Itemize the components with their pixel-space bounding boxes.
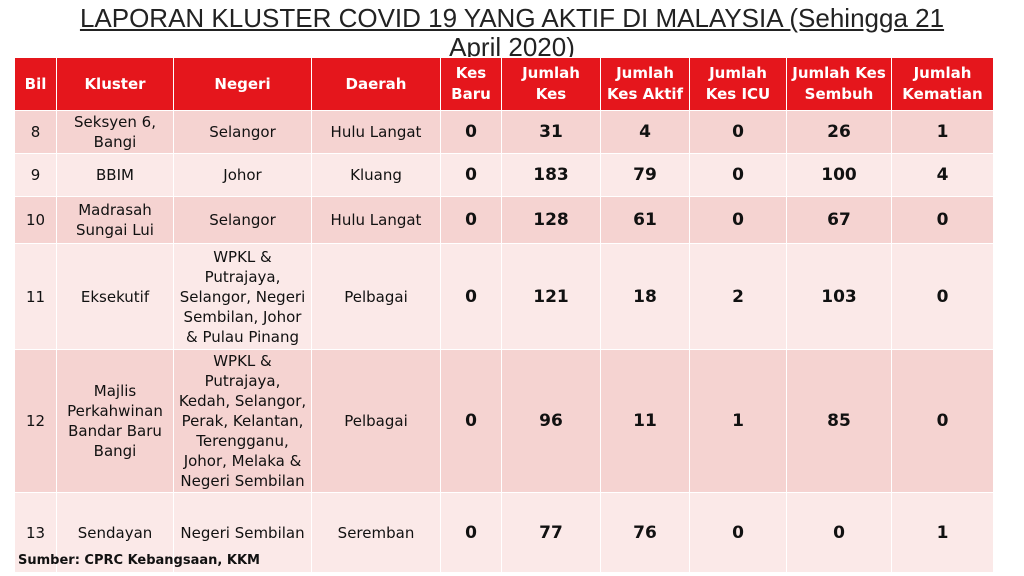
table-row: 8 Seksyen 6, Bangi Selangor Hulu Langat 0 31 4… xyxy=(14,110,994,154)
table-cell: Negeri Sembilan xyxy=(173,492,312,573)
table-cell: 61 xyxy=(600,196,690,244)
table-cell: 18 xyxy=(600,243,690,350)
table-row: 12 Majlis Perkahwinan Bandar Baru Bangi WP… xyxy=(14,349,994,493)
table-cell: Majlis Perkahwinan Bandar Baru Bangi xyxy=(56,349,174,493)
table-cell: Hulu Langat xyxy=(311,110,441,154)
column-header: Jumlah Kes Aktif xyxy=(600,57,690,111)
table-cell: 11 xyxy=(14,243,57,350)
table-cell: Hulu Langat xyxy=(311,196,441,244)
table-cell: 0 xyxy=(440,110,502,154)
source-note: Sumber: CPRC Kebangsaan, KKM xyxy=(18,553,260,568)
table-cell: Johor xyxy=(173,153,312,197)
table-cell: 103 xyxy=(786,243,892,350)
table-cell: 13 xyxy=(14,492,57,573)
table-cell: 31 xyxy=(501,110,601,154)
table-cell: 0 xyxy=(440,349,502,493)
table-cell: 1 xyxy=(891,492,994,573)
table-cell: Selangor xyxy=(173,196,312,244)
table-cell: WPKL & Putrajaya, Selangor, Negeri Sembi… xyxy=(173,243,312,350)
table-cell: WPKL & Putrajaya, Kedah, Selangor, Perak… xyxy=(173,349,312,493)
table-cell: 0 xyxy=(689,492,787,573)
report-title: LAPORAN KLUSTER COVID 19 YANG AKTIF DI M… xyxy=(79,3,945,62)
table-cell: 1 xyxy=(891,110,994,154)
table-cell: 0 xyxy=(440,492,502,573)
table-cell: Madrasah Sungai Lui xyxy=(56,196,174,244)
table-body: 8 Seksyen 6, Bangi Selangor Hulu Langat 0 31 4… xyxy=(14,110,994,573)
table-cell: 183 xyxy=(501,153,601,197)
table-cell: 0 xyxy=(440,243,502,350)
column-header: Bil xyxy=(14,57,57,111)
table-cell: 0 xyxy=(891,349,994,493)
table-cell: Pelbagai xyxy=(311,349,441,493)
table-cell: 12 xyxy=(14,349,57,493)
table-row: 11 Eksekutif WPKL & Putrajaya, Selangor, N… xyxy=(14,243,994,350)
table-cell: Seremban xyxy=(311,492,441,573)
table-cell: 0 xyxy=(786,492,892,573)
table-cell: Seksyen 6, Bangi xyxy=(56,110,174,154)
column-header: Jumlah Kes xyxy=(501,57,601,111)
column-header: Kes Baru xyxy=(440,57,502,111)
table-row: 10 Madrasah Sungai Lui Selangor Hulu Langat… xyxy=(14,196,994,244)
table-cell: BBIM xyxy=(56,153,174,197)
column-header: Negeri xyxy=(173,57,312,111)
table-cell: 26 xyxy=(786,110,892,154)
table-cell: 0 xyxy=(689,196,787,244)
table-cell: 0 xyxy=(689,153,787,197)
table-cell: 0 xyxy=(440,153,502,197)
table-head: Bil Kluster Negeri Daerah Kes Baru Jumlah Kes… xyxy=(14,57,994,111)
table-cell: 9 xyxy=(14,153,57,197)
table-cell: Selangor xyxy=(173,110,312,154)
table-row: 13 Sendayan Negeri Sembilan Seremban 0 77 76 0 0… xyxy=(14,492,994,573)
table-cell: 100 xyxy=(786,153,892,197)
table-cell: 10 xyxy=(14,196,57,244)
table-row: 9 BBIM Johor Kluang 0 183 79 0 100 4 xyxy=(14,153,994,197)
table-cell: Kluang xyxy=(311,153,441,197)
column-header: Daerah xyxy=(311,57,441,111)
column-header: Jumlah Kes Sembuh xyxy=(786,57,892,111)
table-cell: 96 xyxy=(501,349,601,493)
table-cell: 77 xyxy=(501,492,601,573)
column-header: Kluster xyxy=(56,57,174,111)
table-cell: Eksekutif xyxy=(56,243,174,350)
table-cell: 121 xyxy=(501,243,601,350)
header-row: Bil Kluster Negeri Daerah Kes Baru Jumlah Kes… xyxy=(14,57,994,111)
table-cell: Pelbagai xyxy=(311,243,441,350)
table-cell: 79 xyxy=(600,153,690,197)
table-cell: 128 xyxy=(501,196,601,244)
table-cell: 0 xyxy=(689,110,787,154)
table-cell: 4 xyxy=(600,110,690,154)
table-cell: 4 xyxy=(891,153,994,197)
table-cell: 0 xyxy=(891,243,994,350)
table-cell: 1 xyxy=(689,349,787,493)
table-cell: 67 xyxy=(786,196,892,244)
table-cell: 85 xyxy=(786,349,892,493)
column-header: Jumlah Kes ICU xyxy=(689,57,787,111)
table-cell: 2 xyxy=(689,243,787,350)
table-cell: 76 xyxy=(600,492,690,573)
column-header: Jumlah Kematian xyxy=(891,57,994,111)
cluster-table: Bil Kluster Negeri Daerah Kes Baru Jumlah Kes… xyxy=(14,57,994,573)
table-cell: 11 xyxy=(600,349,690,493)
table-cell: 8 xyxy=(14,110,57,154)
table-cell: 0 xyxy=(440,196,502,244)
table-cell: 0 xyxy=(891,196,994,244)
